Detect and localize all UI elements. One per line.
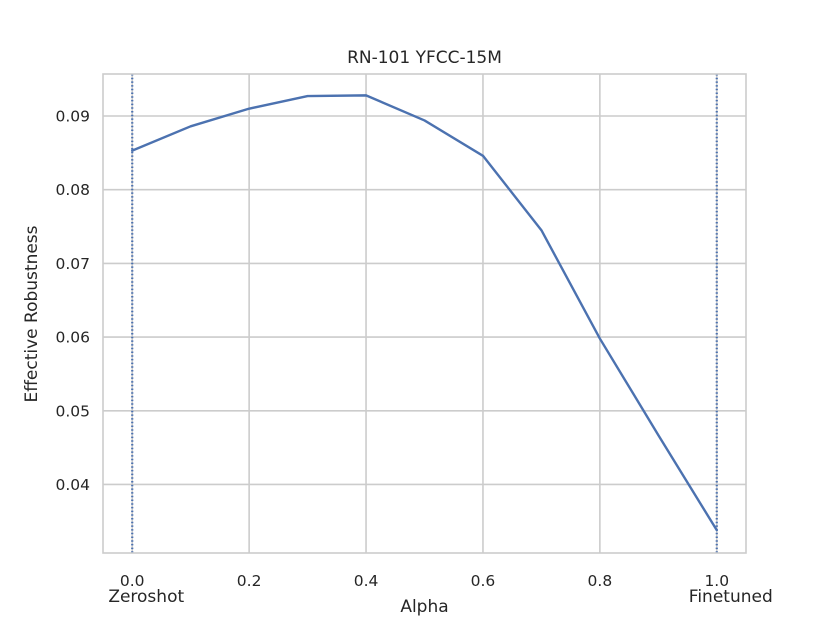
x-tick-label: 0.8 — [588, 572, 613, 590]
series-line — [131, 94, 718, 532]
series-layer — [130, 93, 719, 532]
data-point — [598, 336, 602, 340]
x-tick-labels: 0.0 0.2 0.4 0.6 0.8 1.0 — [120, 572, 729, 590]
annotations: Zeroshot Finetuned — [108, 587, 772, 607]
data-point — [656, 433, 660, 437]
data-point — [715, 528, 719, 532]
y-tick-labels: 0.04 0.05 0.06 0.07 0.08 0.09 — [55, 108, 90, 494]
x-tick-label: 1.0 — [704, 572, 729, 590]
x-tick-label: 0.6 — [471, 572, 496, 590]
data-point — [422, 118, 426, 122]
x-tick-label: 0.4 — [354, 572, 379, 590]
y-tick-label: 0.08 — [55, 181, 90, 199]
y-axis-label: Effective Robustness — [22, 225, 42, 402]
data-point — [305, 94, 309, 98]
y-tick-label: 0.09 — [55, 108, 90, 126]
y-tick-label: 0.04 — [55, 476, 90, 494]
endpoint-annotation: Finetuned — [689, 587, 773, 607]
y-tick-label: 0.06 — [55, 329, 90, 347]
endpoint-annotation: Zeroshot — [108, 587, 184, 607]
data-point — [247, 106, 251, 110]
data-point — [188, 124, 192, 128]
data-point — [130, 148, 134, 152]
data-point — [481, 154, 485, 158]
grid — [103, 74, 746, 553]
data-point — [539, 228, 543, 232]
chart-title: RN-101 YFCC-15M — [347, 48, 502, 68]
data-point — [364, 93, 368, 97]
x-axis-label: Alpha — [400, 597, 448, 617]
plot-frame — [102, 73, 747, 554]
x-tick-label: 0.0 — [120, 572, 145, 590]
x-tick-label: 0.2 — [237, 572, 262, 590]
y-tick-label: 0.07 — [55, 255, 90, 273]
y-tick-label: 0.05 — [55, 402, 90, 420]
